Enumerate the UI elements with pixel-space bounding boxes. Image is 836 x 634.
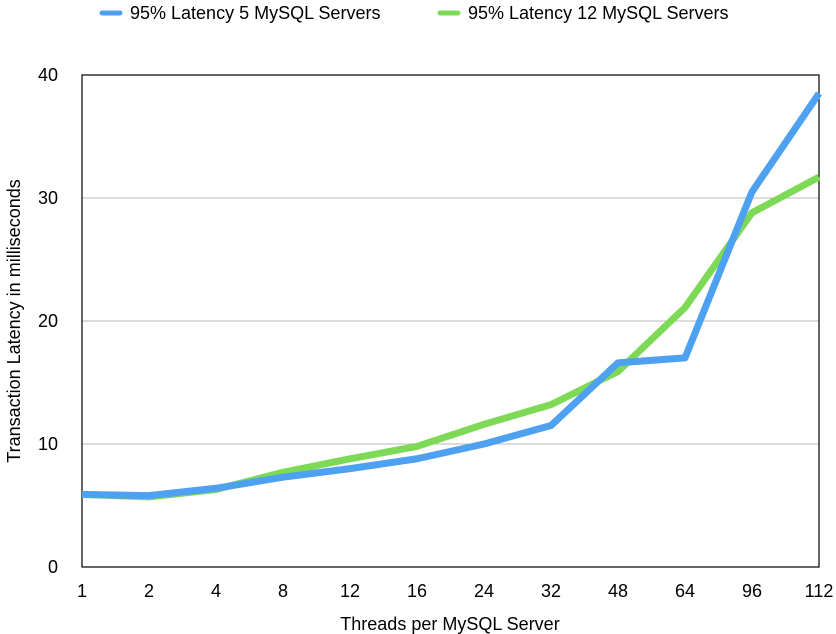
x-tick-label-3: 8 (278, 581, 288, 601)
x-axis-title: Threads per MySQL Server (340, 614, 559, 634)
x-tick-label-1: 2 (144, 581, 154, 601)
y-tick-label-2: 20 (38, 311, 58, 331)
y-axis-title: Transaction Latency in milliseconds (4, 179, 24, 462)
y-tick-label-1: 10 (38, 434, 58, 454)
x-tick-label-0: 1 (77, 581, 87, 601)
y-tick-label-3: 30 (38, 188, 58, 208)
x-tick-label-2: 4 (211, 581, 221, 601)
x-tick-label-7: 32 (541, 581, 561, 601)
legend-label-5-servers: 95% Latency 5 MySQL Servers (130, 3, 380, 23)
x-tick-label-9: 64 (675, 581, 695, 601)
x-tick-label-10: 96 (742, 581, 762, 601)
x-tick-label-11: 112 (805, 581, 834, 601)
plot-border (81, 74, 820, 568)
x-tick-label-6: 24 (474, 581, 494, 601)
x-tick-label-8: 48 (608, 581, 628, 601)
y-tick-label-0: 0 (48, 557, 58, 577)
gridlines (82, 197, 819, 445)
legend-label-12-servers: 95% Latency 12 MySQL Servers (468, 3, 728, 23)
y-tick-label-4: 40 (38, 65, 58, 85)
x-tick-label-4: 12 (340, 581, 360, 601)
series-line-0 (81, 91, 822, 500)
series-lines (81, 91, 822, 501)
x-ticks: 1 2 4 8 12 16 24 32 48 64 96 112 (77, 581, 833, 601)
legend: 95% Latency 5 MySQL Servers 95% Latency … (99, 3, 728, 23)
x-tick-label-5: 16 (407, 581, 427, 601)
y-ticks: 0 10 20 30 40 (38, 65, 58, 577)
